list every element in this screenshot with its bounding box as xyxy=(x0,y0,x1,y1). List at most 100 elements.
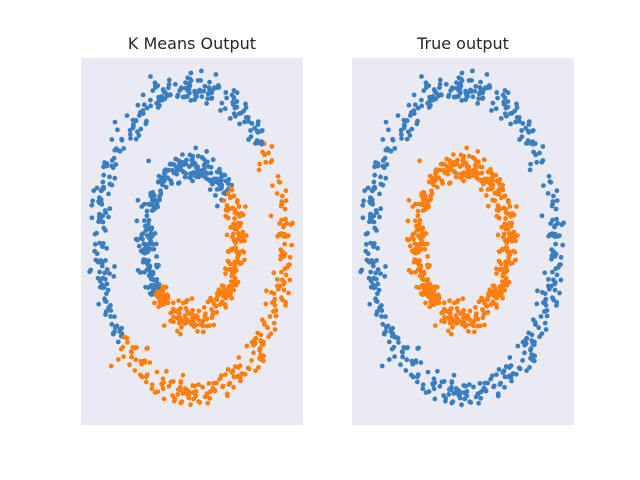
scatter-point xyxy=(187,90,192,96)
scatter-point xyxy=(193,93,199,98)
scatter-point xyxy=(178,331,183,337)
scatter-point xyxy=(229,295,235,301)
scatter-point xyxy=(150,288,156,294)
scatter-point xyxy=(408,110,414,115)
scatter-point xyxy=(283,198,289,204)
scatter-point xyxy=(125,340,130,345)
scatter-point xyxy=(280,277,285,283)
scatter-point xyxy=(415,208,421,214)
scatter-point xyxy=(406,102,412,108)
scatter-point xyxy=(152,300,157,306)
scatter-point xyxy=(382,155,388,161)
scatter-point xyxy=(520,121,526,126)
scatter-point xyxy=(455,298,461,303)
scatter-point xyxy=(225,191,231,197)
scatter-point xyxy=(407,243,413,249)
scatter-point xyxy=(211,380,217,386)
scatter-point xyxy=(471,384,476,390)
scatter-point xyxy=(425,254,430,259)
scatter-point xyxy=(188,402,193,408)
scatter-point xyxy=(437,77,443,83)
scatter-point xyxy=(271,270,277,276)
scatter-point xyxy=(104,281,110,287)
scatter-point xyxy=(106,191,111,197)
scatter-point xyxy=(188,171,193,177)
scatter-point xyxy=(166,81,172,87)
scatter-point xyxy=(383,147,389,153)
scatter-point xyxy=(230,279,236,285)
scatter-point xyxy=(152,231,158,236)
scatter-point xyxy=(426,389,432,394)
scatter-point xyxy=(435,368,440,374)
scatter-point xyxy=(101,172,107,178)
scatter-point xyxy=(479,295,484,301)
scatter-point xyxy=(470,155,476,160)
scatter-point xyxy=(237,374,243,380)
scatter-point xyxy=(378,174,383,180)
scatter-point xyxy=(223,372,228,377)
scatter-point xyxy=(256,365,261,370)
scatter-point xyxy=(414,284,419,290)
scatter-point xyxy=(511,229,517,235)
scatter-point xyxy=(188,78,194,83)
scatter-point xyxy=(195,78,201,83)
scatter-point xyxy=(513,119,518,125)
scatter-point xyxy=(270,183,275,189)
scatter-point xyxy=(226,382,232,387)
scatter-point xyxy=(161,323,167,328)
scatter-point xyxy=(508,223,514,229)
scatter-point xyxy=(420,292,426,298)
scatter-point xyxy=(110,330,116,336)
scatter-point xyxy=(144,374,149,380)
scatter-point xyxy=(464,313,470,318)
scatter-point xyxy=(528,346,534,351)
scatter-point xyxy=(481,157,487,163)
scatter-point xyxy=(470,168,476,174)
scatter-point xyxy=(479,170,485,176)
scatter-point xyxy=(107,174,112,180)
scatter-point xyxy=(171,170,177,176)
scatter-point xyxy=(442,314,447,320)
scatter-point xyxy=(505,90,511,96)
scatter-point xyxy=(532,339,537,345)
scatter-point xyxy=(144,233,150,239)
scatter-point xyxy=(142,218,147,224)
scatter-point xyxy=(253,335,259,341)
scatter-point xyxy=(145,225,151,231)
scatter-point xyxy=(371,185,377,191)
scatter-point xyxy=(544,313,550,319)
scatter-point xyxy=(171,314,176,320)
scatter-point xyxy=(454,320,460,326)
scatter-point xyxy=(213,193,218,198)
scatter-point xyxy=(234,198,240,203)
scatter-point xyxy=(500,284,506,290)
scatter-point xyxy=(146,264,152,269)
scatter-point xyxy=(145,249,151,255)
scatter-point xyxy=(402,123,407,129)
scatter-point xyxy=(470,68,475,74)
scatter-point xyxy=(411,92,417,98)
scatter-point xyxy=(379,308,385,313)
scatter-point xyxy=(203,175,209,181)
scatter-point xyxy=(398,362,403,368)
scatter-point xyxy=(399,349,405,354)
scatter-point xyxy=(243,105,249,110)
scatter-point xyxy=(159,381,165,386)
scatter-point xyxy=(234,90,240,96)
scatter-point xyxy=(404,136,410,142)
scatter-point xyxy=(425,279,430,285)
scatter-point xyxy=(102,276,108,282)
scatter-point xyxy=(209,307,214,312)
scatter-point xyxy=(176,167,182,173)
scatter-point xyxy=(464,93,469,98)
scatter-point xyxy=(135,129,140,135)
scatter-point xyxy=(175,328,180,334)
scatter-point xyxy=(368,240,374,246)
scatter-point xyxy=(207,177,213,183)
scatter-point xyxy=(386,148,392,153)
scatter-point xyxy=(426,179,432,185)
scatter-point xyxy=(225,293,231,298)
scatter-point xyxy=(516,115,522,120)
scatter-point xyxy=(211,177,217,183)
scatter-point xyxy=(274,191,280,196)
